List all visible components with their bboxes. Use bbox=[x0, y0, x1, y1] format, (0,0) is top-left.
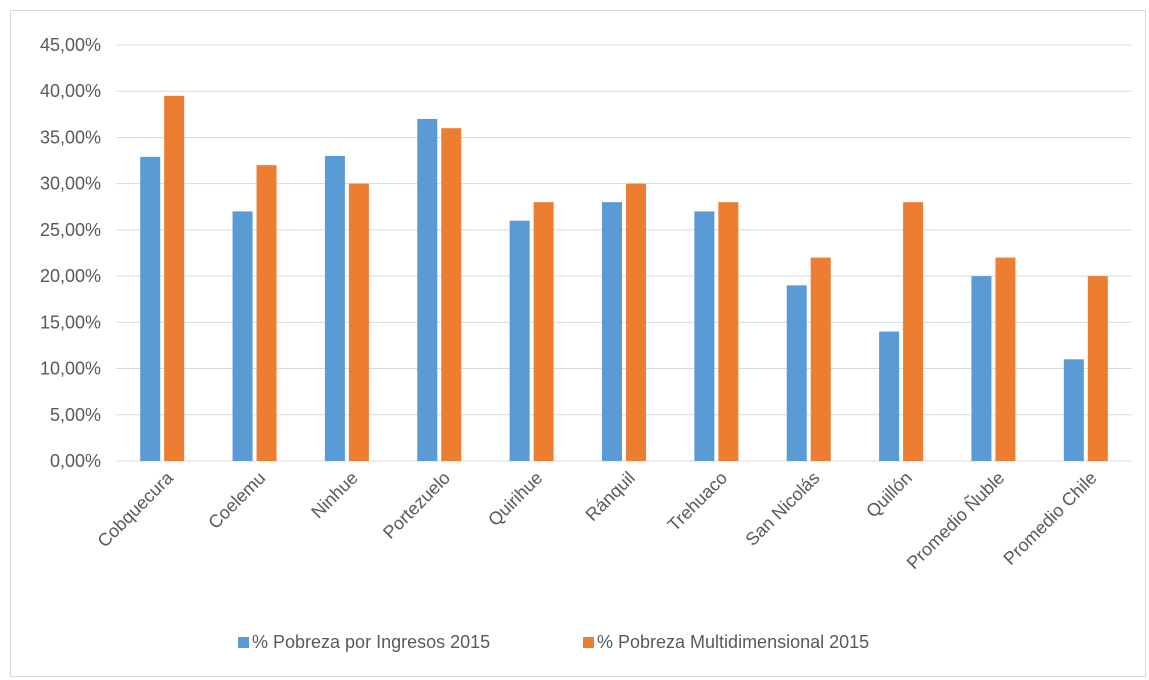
y-tick-label: 20,00% bbox=[40, 266, 101, 286]
bars bbox=[140, 95, 1108, 461]
bar-income-poverty bbox=[1063, 359, 1084, 461]
bar-multidimensional-poverty bbox=[256, 165, 277, 461]
bar-multidimensional-poverty bbox=[995, 257, 1016, 461]
bar-multidimensional-poverty bbox=[533, 202, 554, 461]
bar-income-poverty bbox=[324, 155, 345, 461]
bar-multidimensional-poverty bbox=[164, 95, 185, 461]
x-tick-label: Quirihue bbox=[484, 468, 546, 530]
bar-income-poverty bbox=[879, 331, 900, 461]
bar-income-poverty bbox=[786, 285, 807, 461]
y-tick-label: 30,00% bbox=[40, 174, 101, 194]
legend: % Pobreza por Ingresos 2015 % Pobreza Mul… bbox=[238, 632, 869, 652]
x-tick-label: Ninhue bbox=[307, 468, 361, 522]
y-tick-label: 0,00% bbox=[50, 451, 101, 471]
x-tick-label: Cobquecura bbox=[94, 467, 178, 551]
bar-income-poverty bbox=[509, 220, 530, 461]
bar-multidimensional-poverty bbox=[903, 202, 924, 461]
bar-multidimensional-poverty bbox=[1087, 276, 1108, 461]
x-tick-label: Promedio Chile bbox=[999, 468, 1100, 569]
bar-multidimensional-poverty bbox=[441, 128, 462, 461]
gridlines bbox=[116, 44, 1132, 462]
legend-swatch bbox=[238, 637, 249, 648]
bar-multidimensional-poverty bbox=[810, 257, 831, 461]
y-tick-label: 35,00% bbox=[40, 127, 101, 147]
chart-frame: 0,00% 5,00% 10,00% 15,00% 20,00% 25,00% 30,00%… bbox=[10, 10, 1146, 677]
bar-income-poverty bbox=[417, 118, 438, 461]
bar-multidimensional-poverty bbox=[626, 183, 646, 461]
bar-income-poverty bbox=[694, 211, 715, 461]
legend-label: % Pobreza por Ingresos 2015 bbox=[252, 632, 490, 652]
x-tick-label: Quillón bbox=[862, 468, 916, 522]
bar-income-poverty bbox=[971, 276, 992, 461]
y-axis-tick-labels: 0,00% 5,00% 10,00% 15,00% 20,00% 25,00% 30,00%… bbox=[40, 35, 101, 471]
bar-chart: 0,00% 5,00% 10,00% 15,00% 20,00% 25,00% 30,00%… bbox=[40, 35, 1132, 652]
y-tick-label: 10,00% bbox=[40, 359, 101, 379]
x-tick-label: Promedio Ñuble bbox=[902, 467, 1008, 573]
bar-multidimensional-poverty bbox=[348, 183, 369, 461]
y-tick-label: 15,00% bbox=[40, 312, 101, 332]
x-tick-label: San Nicolás bbox=[741, 468, 823, 550]
legend-label: % Pobreza Multidimensional 2015 bbox=[597, 632, 869, 652]
x-tick-label: Portezuelo bbox=[379, 468, 454, 543]
y-tick-label: 5,00% bbox=[50, 405, 101, 425]
legend-swatch bbox=[583, 637, 594, 648]
x-axis-tick-labels: Cobquecura Coelemu Ninhue Portezuelo Quirihu… bbox=[94, 467, 1101, 573]
bar-income-poverty bbox=[232, 211, 253, 461]
x-tick-label: Trehuaco bbox=[664, 468, 731, 535]
bar-income-poverty bbox=[140, 156, 161, 461]
y-tick-label: 45,00% bbox=[40, 35, 101, 55]
y-tick-label: 40,00% bbox=[40, 81, 101, 101]
bar-income-poverty bbox=[602, 202, 622, 461]
x-tick-label: Coelemu bbox=[204, 468, 269, 533]
x-tick-label: Ránquil bbox=[582, 468, 639, 525]
bar-multidimensional-poverty bbox=[718, 202, 739, 461]
y-tick-label: 25,00% bbox=[40, 220, 101, 240]
